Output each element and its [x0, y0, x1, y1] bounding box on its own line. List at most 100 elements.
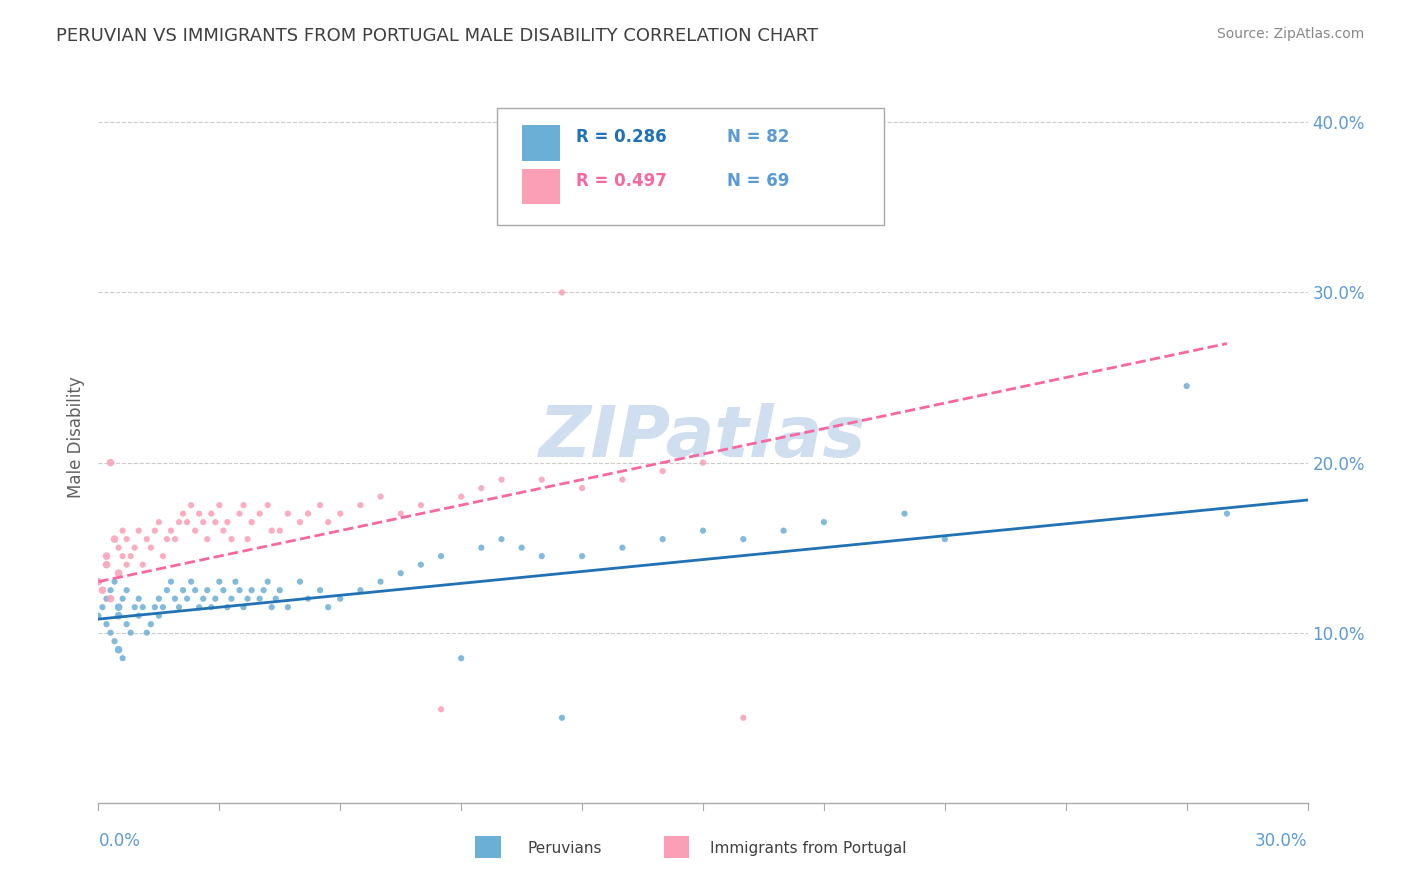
Point	[269, 583, 291, 598]
Point	[200, 600, 222, 615]
Point	[370, 490, 392, 504]
Point	[143, 600, 166, 615]
Point	[195, 532, 218, 546]
Text: ZIPatlas: ZIPatlas	[540, 402, 866, 472]
Point	[87, 608, 110, 623]
Point	[260, 524, 283, 538]
Point	[228, 507, 250, 521]
Point	[115, 558, 138, 572]
Point	[128, 524, 150, 538]
FancyBboxPatch shape	[522, 169, 561, 204]
Point	[224, 574, 246, 589]
Point	[176, 591, 198, 606]
Point	[188, 507, 211, 521]
Point	[288, 574, 311, 589]
Point	[450, 490, 472, 504]
Point	[551, 711, 574, 725]
Point	[188, 600, 211, 615]
Point	[772, 524, 794, 538]
Point	[212, 524, 235, 538]
Point	[107, 642, 129, 657]
Point	[96, 558, 118, 572]
Point	[329, 591, 352, 606]
Point	[309, 583, 332, 598]
Point	[228, 583, 250, 598]
Point	[491, 532, 513, 546]
Point	[167, 515, 190, 529]
Point	[156, 583, 179, 598]
Point	[152, 600, 174, 615]
Point	[221, 532, 243, 546]
Point	[389, 507, 412, 521]
Point	[100, 591, 122, 606]
Point	[893, 507, 915, 521]
Text: 0.0%: 0.0%	[98, 832, 141, 850]
Point	[297, 507, 319, 521]
Point	[184, 583, 207, 598]
Point	[316, 600, 339, 615]
FancyBboxPatch shape	[522, 126, 561, 161]
Point	[232, 600, 254, 615]
Point	[232, 498, 254, 512]
Point	[217, 515, 239, 529]
Point	[193, 515, 215, 529]
Point	[240, 515, 263, 529]
Point	[349, 498, 371, 512]
Point	[692, 456, 714, 470]
Point	[430, 549, 453, 563]
Point	[510, 201, 533, 215]
Text: 30.0%: 30.0%	[1256, 832, 1308, 850]
Y-axis label: Male Disability: Male Disability	[66, 376, 84, 498]
Point	[100, 625, 122, 640]
Point	[96, 591, 118, 606]
Point	[236, 591, 259, 606]
Point	[651, 532, 673, 546]
Point	[124, 600, 146, 615]
Point	[184, 524, 207, 538]
Point	[256, 498, 278, 512]
Point	[571, 549, 593, 563]
Point	[167, 600, 190, 615]
Point	[132, 600, 155, 615]
Point	[212, 583, 235, 598]
Point	[111, 524, 134, 538]
Text: R = 0.497: R = 0.497	[576, 172, 666, 190]
Point	[692, 524, 714, 538]
Point	[236, 532, 259, 546]
Point	[813, 515, 835, 529]
Point	[111, 591, 134, 606]
Point	[349, 583, 371, 598]
Point	[107, 566, 129, 581]
Point	[329, 507, 352, 521]
Point	[135, 625, 157, 640]
Point	[96, 617, 118, 632]
Point	[208, 574, 231, 589]
Point	[152, 549, 174, 563]
Point	[309, 498, 332, 512]
Point	[470, 481, 492, 495]
Point	[120, 625, 142, 640]
Point	[163, 591, 186, 606]
Point	[124, 541, 146, 555]
Point	[143, 524, 166, 538]
Point	[651, 464, 673, 478]
Point	[316, 515, 339, 529]
Point	[470, 541, 492, 555]
Point	[240, 583, 263, 598]
Point	[200, 507, 222, 521]
Point	[370, 574, 392, 589]
Point	[491, 473, 513, 487]
Point	[148, 515, 170, 529]
Point	[111, 549, 134, 563]
Text: N = 82: N = 82	[727, 128, 790, 146]
Point	[148, 591, 170, 606]
Point	[176, 515, 198, 529]
Point	[430, 702, 453, 716]
Point	[115, 583, 138, 598]
Point	[103, 634, 125, 648]
Point	[253, 583, 276, 598]
Point	[180, 574, 202, 589]
Point	[107, 541, 129, 555]
Point	[204, 591, 226, 606]
Text: N = 69: N = 69	[727, 172, 790, 190]
